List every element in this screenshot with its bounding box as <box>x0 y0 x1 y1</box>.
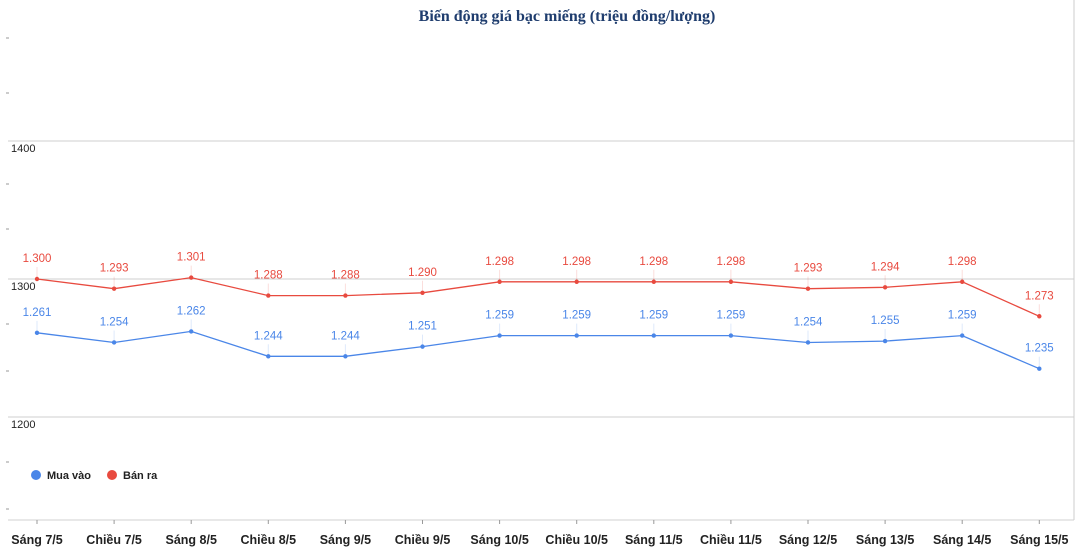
data-point <box>420 290 425 295</box>
data-label: 1.300 <box>23 253 52 265</box>
data-label: 1.298 <box>948 256 977 268</box>
data-label: 1.254 <box>794 316 823 328</box>
data-label: 1.288 <box>254 270 283 282</box>
data-point <box>882 285 888 290</box>
x-tick-label: Sáng 11/5 <box>625 533 683 547</box>
data-label: 1.259 <box>562 310 591 322</box>
data-point <box>651 333 656 338</box>
legend: Mua vào Bán ra <box>31 470 158 482</box>
x-axis: Sáng 7/5 Chiều 7/5 Sáng 8/5 Chiều 8/5 Sáng 9… <box>11 520 1069 547</box>
legend-label: Bán ra <box>123 470 158 482</box>
data-point <box>34 330 40 336</box>
x-tick-label: Chiều 9/5 <box>395 533 451 547</box>
data-point <box>420 344 425 349</box>
chart-title: Biến động giá bạc miếng (triệu đồng/lượn… <box>419 8 716 25</box>
x-tick-label: Sáng 8/5 <box>165 533 216 547</box>
data-point <box>728 279 734 284</box>
data-label: 1.251 <box>408 321 437 333</box>
series-0: 1.261 1.254 1.262 1.244 1.244 1.251 1.259 1.259… <box>23 305 1054 371</box>
y-tick-label: 1200 <box>11 419 35 431</box>
data-label: 1.298 <box>639 256 668 268</box>
x-tick-label: Sáng 15/5 <box>1010 533 1068 547</box>
data-label: 1.259 <box>639 310 668 322</box>
x-tick-label: Sáng 12/5 <box>779 533 837 547</box>
data-label: 1.244 <box>331 330 360 342</box>
data-point <box>497 333 502 338</box>
data-point <box>343 354 348 359</box>
grid-layer <box>8 0 1075 521</box>
data-label: 1.301 <box>177 252 206 264</box>
x-tick-label: Chiều 7/5 <box>86 533 142 547</box>
data-point <box>805 286 811 291</box>
data-point <box>960 279 965 284</box>
data-point <box>266 293 271 298</box>
x-tick-label: Sáng 7/5 <box>11 533 62 547</box>
data-point <box>189 275 194 280</box>
data-point <box>1037 366 1042 371</box>
data-label: 1.293 <box>794 263 823 275</box>
x-tick-label: Chiều 8/5 <box>241 533 297 547</box>
data-label: 1.259 <box>948 310 977 322</box>
data-label: 1.298 <box>717 256 746 268</box>
series-line <box>36 276 1040 317</box>
x-tick-label: Sáng 10/5 <box>470 533 528 547</box>
data-label: 1.235 <box>1025 343 1054 355</box>
data-label: 1.261 <box>23 307 52 319</box>
y-tick-label: 1400 <box>11 143 35 155</box>
x-tick-label: Chiều 10/5 <box>545 533 608 547</box>
data-label: 1.298 <box>485 256 514 268</box>
data-point <box>34 276 40 282</box>
data-point <box>343 293 348 298</box>
data-label: 1.293 <box>100 263 129 275</box>
data-label: 1.259 <box>485 310 514 322</box>
data-point <box>960 333 965 338</box>
data-point <box>497 279 502 284</box>
x-tick-label: Chiều 11/5 <box>700 533 762 547</box>
series-line <box>36 330 1040 370</box>
data-point <box>111 340 117 345</box>
series-layer: 1.261 1.254 1.262 1.244 1.244 1.251 1.259 1.259… <box>23 252 1054 371</box>
data-point <box>805 340 811 345</box>
data-point <box>111 286 117 291</box>
data-point <box>189 329 194 334</box>
data-point <box>574 279 579 284</box>
x-tick-label: Sáng 9/5 <box>320 533 371 547</box>
y-tick-label: 1300 <box>11 281 35 293</box>
data-point <box>728 333 734 338</box>
data-label: 1.259 <box>717 310 746 322</box>
x-tick-label: Sáng 14/5 <box>933 533 991 547</box>
data-label: 1.255 <box>871 315 900 327</box>
x-tick-label: Sáng 13/5 <box>856 533 914 547</box>
data-point <box>574 333 579 338</box>
legend-marker <box>107 470 117 480</box>
data-label: 1.254 <box>100 316 129 328</box>
data-point <box>266 354 271 359</box>
data-label: 1.290 <box>408 267 437 279</box>
data-point <box>1037 314 1042 319</box>
y-axis: 1200 1300 1400 <box>6 37 35 510</box>
data-label: 1.244 <box>254 330 283 342</box>
data-label: 1.294 <box>871 261 900 273</box>
data-label: 1.298 <box>562 256 591 268</box>
series-1: 1.300 1.293 1.301 1.288 1.288 1.290 1.298 1.298… <box>23 252 1054 319</box>
data-label: 1.262 <box>177 305 206 317</box>
data-label: 1.273 <box>1025 290 1054 302</box>
data-label: 1.288 <box>331 270 360 282</box>
data-point <box>882 338 888 344</box>
legend-marker <box>31 470 41 480</box>
data-point <box>651 279 656 284</box>
legend-label: Mua vào <box>47 470 91 482</box>
